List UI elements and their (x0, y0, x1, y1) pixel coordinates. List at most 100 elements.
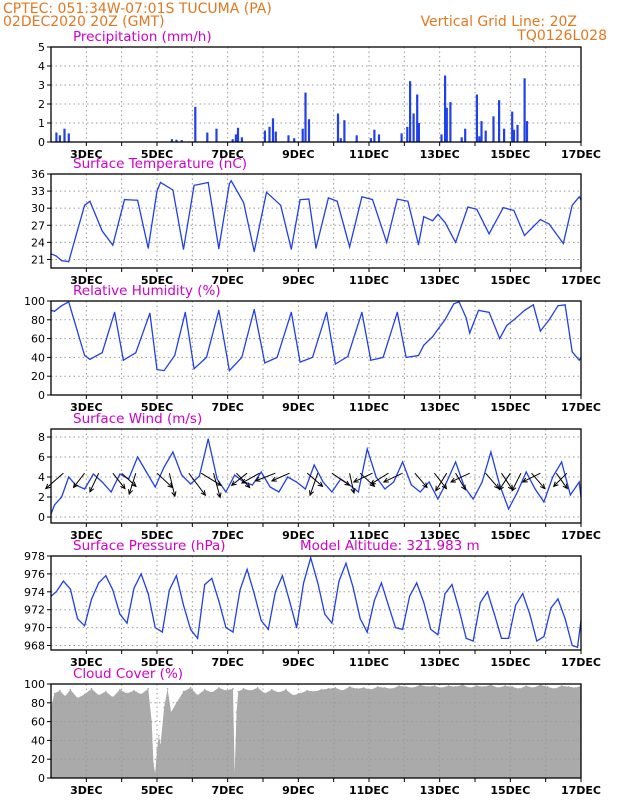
cloud-cover-point (69, 688, 72, 691)
cloud-cover-point (140, 693, 142, 696)
panel-surface-temperature-point (290, 248, 292, 250)
precipitation-bar (170, 139, 173, 142)
cloud-cover-point (170, 711, 172, 713)
wind-vector (435, 472, 448, 492)
panel-surface-pressure-point (493, 613, 495, 615)
wind-vector (553, 472, 568, 487)
panel-relative-humidity-point (135, 352, 137, 354)
panel-surface-pressure-point (218, 600, 220, 602)
panel-surface-wind-point (278, 491, 280, 493)
wind-vector (522, 472, 541, 483)
panel-surface-pressure-point (416, 582, 418, 584)
panel-surface-pressure-point (112, 589, 114, 591)
panel-surface-pressure-point (119, 613, 121, 615)
panel-relative-humidity: 0 20 40 60 80 100 3DEC 5DEC 7DEC 9DEC 11DEC 13DEC 15… (24, 283, 601, 414)
cloud-cover-point (574, 687, 577, 689)
cloud-cover-point (341, 689, 344, 692)
x-tick-label: 13DEC (420, 529, 460, 542)
cloud-cover-point (525, 685, 527, 687)
precipitation-bar (460, 137, 463, 143)
panel-surface-wind-point (145, 471, 147, 473)
panel-surface-wind-point (119, 473, 121, 475)
panel-surface-temperature-point (315, 247, 317, 249)
wind-vector-head (521, 477, 528, 483)
panel-surface-temperature-point (243, 201, 245, 204)
x-tick-label: 11DEC (349, 656, 389, 669)
precipitation-bar (511, 111, 514, 142)
wind-vector (121, 472, 137, 487)
panel-surface-pressure-point (310, 557, 312, 559)
cloud-cover-point (235, 711, 238, 713)
panel-relative-humidity-point (506, 324, 508, 326)
panel-surface-temperature-point (386, 241, 388, 243)
cloud-cover-point (203, 688, 206, 691)
cloud-cover-point (377, 686, 379, 688)
panel-surface-pressure-point (288, 600, 291, 602)
wind-vector (511, 472, 522, 492)
precipitation-bar (263, 130, 266, 142)
x-tick-label: 3DEC (70, 401, 102, 414)
precipitation-bar (175, 139, 178, 142)
panel-surface-temperature-point (280, 204, 282, 206)
panel-relative-humidity-point (437, 328, 439, 330)
panel-surface-wind-point (234, 474, 236, 476)
header-code: TQ0126L028 (516, 28, 607, 44)
precipitation-bar (268, 126, 271, 142)
precipitation-bar (271, 118, 275, 143)
cloud-cover-point (518, 687, 520, 690)
wind-vector (349, 473, 355, 494)
cloud-cover-point (156, 749, 158, 751)
panel-surface-wind-point (552, 476, 554, 478)
panel-relative-humidity-point (477, 309, 480, 311)
panel-relative-humidity-point (218, 309, 220, 311)
panel-surface-temperature-point (207, 181, 209, 184)
cloud-cover-point (133, 689, 135, 692)
panel-surface-wind-point (402, 461, 404, 463)
cloud-cover-point (218, 687, 220, 689)
wind-vector (306, 472, 323, 487)
wind-vector-head (44, 483, 51, 490)
panel-surface-wind-point (68, 476, 70, 478)
panel-surface-temperature-point (336, 200, 338, 202)
panel-relative-humidity-point (382, 356, 384, 358)
panel-surface-pressure-point (564, 618, 566, 620)
panel-surface-pressure-point (175, 575, 177, 577)
panel-relative-humidity-point (334, 363, 336, 365)
panel-surface-pressure-point (211, 577, 213, 580)
cloud-cover-point (285, 688, 287, 691)
panel-surface-pressure: 968 970 972 974 976 978 3DEC 5DEC 7DEC 9DEC 11DEC 1… (24, 538, 601, 669)
y-tick-label: 2 (38, 98, 45, 111)
wind-vector (168, 473, 176, 497)
panel-surface-pressure-title: Surface Pressure (hPa) (73, 538, 226, 554)
panel-relative-humidity-point (405, 356, 407, 358)
x-tick-label: 11DEC (349, 274, 389, 287)
cloud-cover-area (51, 684, 581, 778)
wind-vector (45, 472, 64, 489)
cloud-cover-point (454, 686, 457, 688)
panel-surface-wind-point (207, 438, 209, 440)
wind-vector-head (171, 491, 177, 498)
wind-vector-head (352, 477, 359, 483)
x-tick-label: 9DEC (282, 148, 314, 161)
panel-surface-temperature-point (84, 204, 86, 206)
cloud-cover-point (370, 688, 372, 691)
precipitation-bar (480, 121, 483, 142)
panel-surface-temperature-point (159, 181, 162, 184)
panel-surface-pressure-point (571, 644, 573, 647)
panel-surface-temperature-point (396, 198, 398, 200)
x-tick-label: 9DEC (282, 784, 314, 797)
wind-vector (231, 472, 248, 486)
y-tick-label: 976 (24, 568, 45, 581)
panel-relative-humidity-point (149, 312, 151, 314)
panel-surface-temperature: 21 24 27 30 33 36 3DEC 5DEC 7DEC 9DEC 11DEC 13DEC 15… (31, 156, 601, 287)
panel-surface-pressure-point (437, 634, 439, 636)
panel-relative-humidity-point (444, 319, 446, 321)
x-tick-label: 11DEC (349, 784, 389, 797)
wind-vector-head (200, 490, 206, 497)
y-tick-label: 60 (31, 333, 45, 346)
panel-surface-temperature-point (488, 233, 490, 235)
panel-relative-humidity-point (228, 370, 230, 372)
cloud-cover-point (398, 685, 400, 687)
panel-relative-humidity-point (532, 304, 534, 306)
cloud-cover-point (182, 690, 185, 693)
